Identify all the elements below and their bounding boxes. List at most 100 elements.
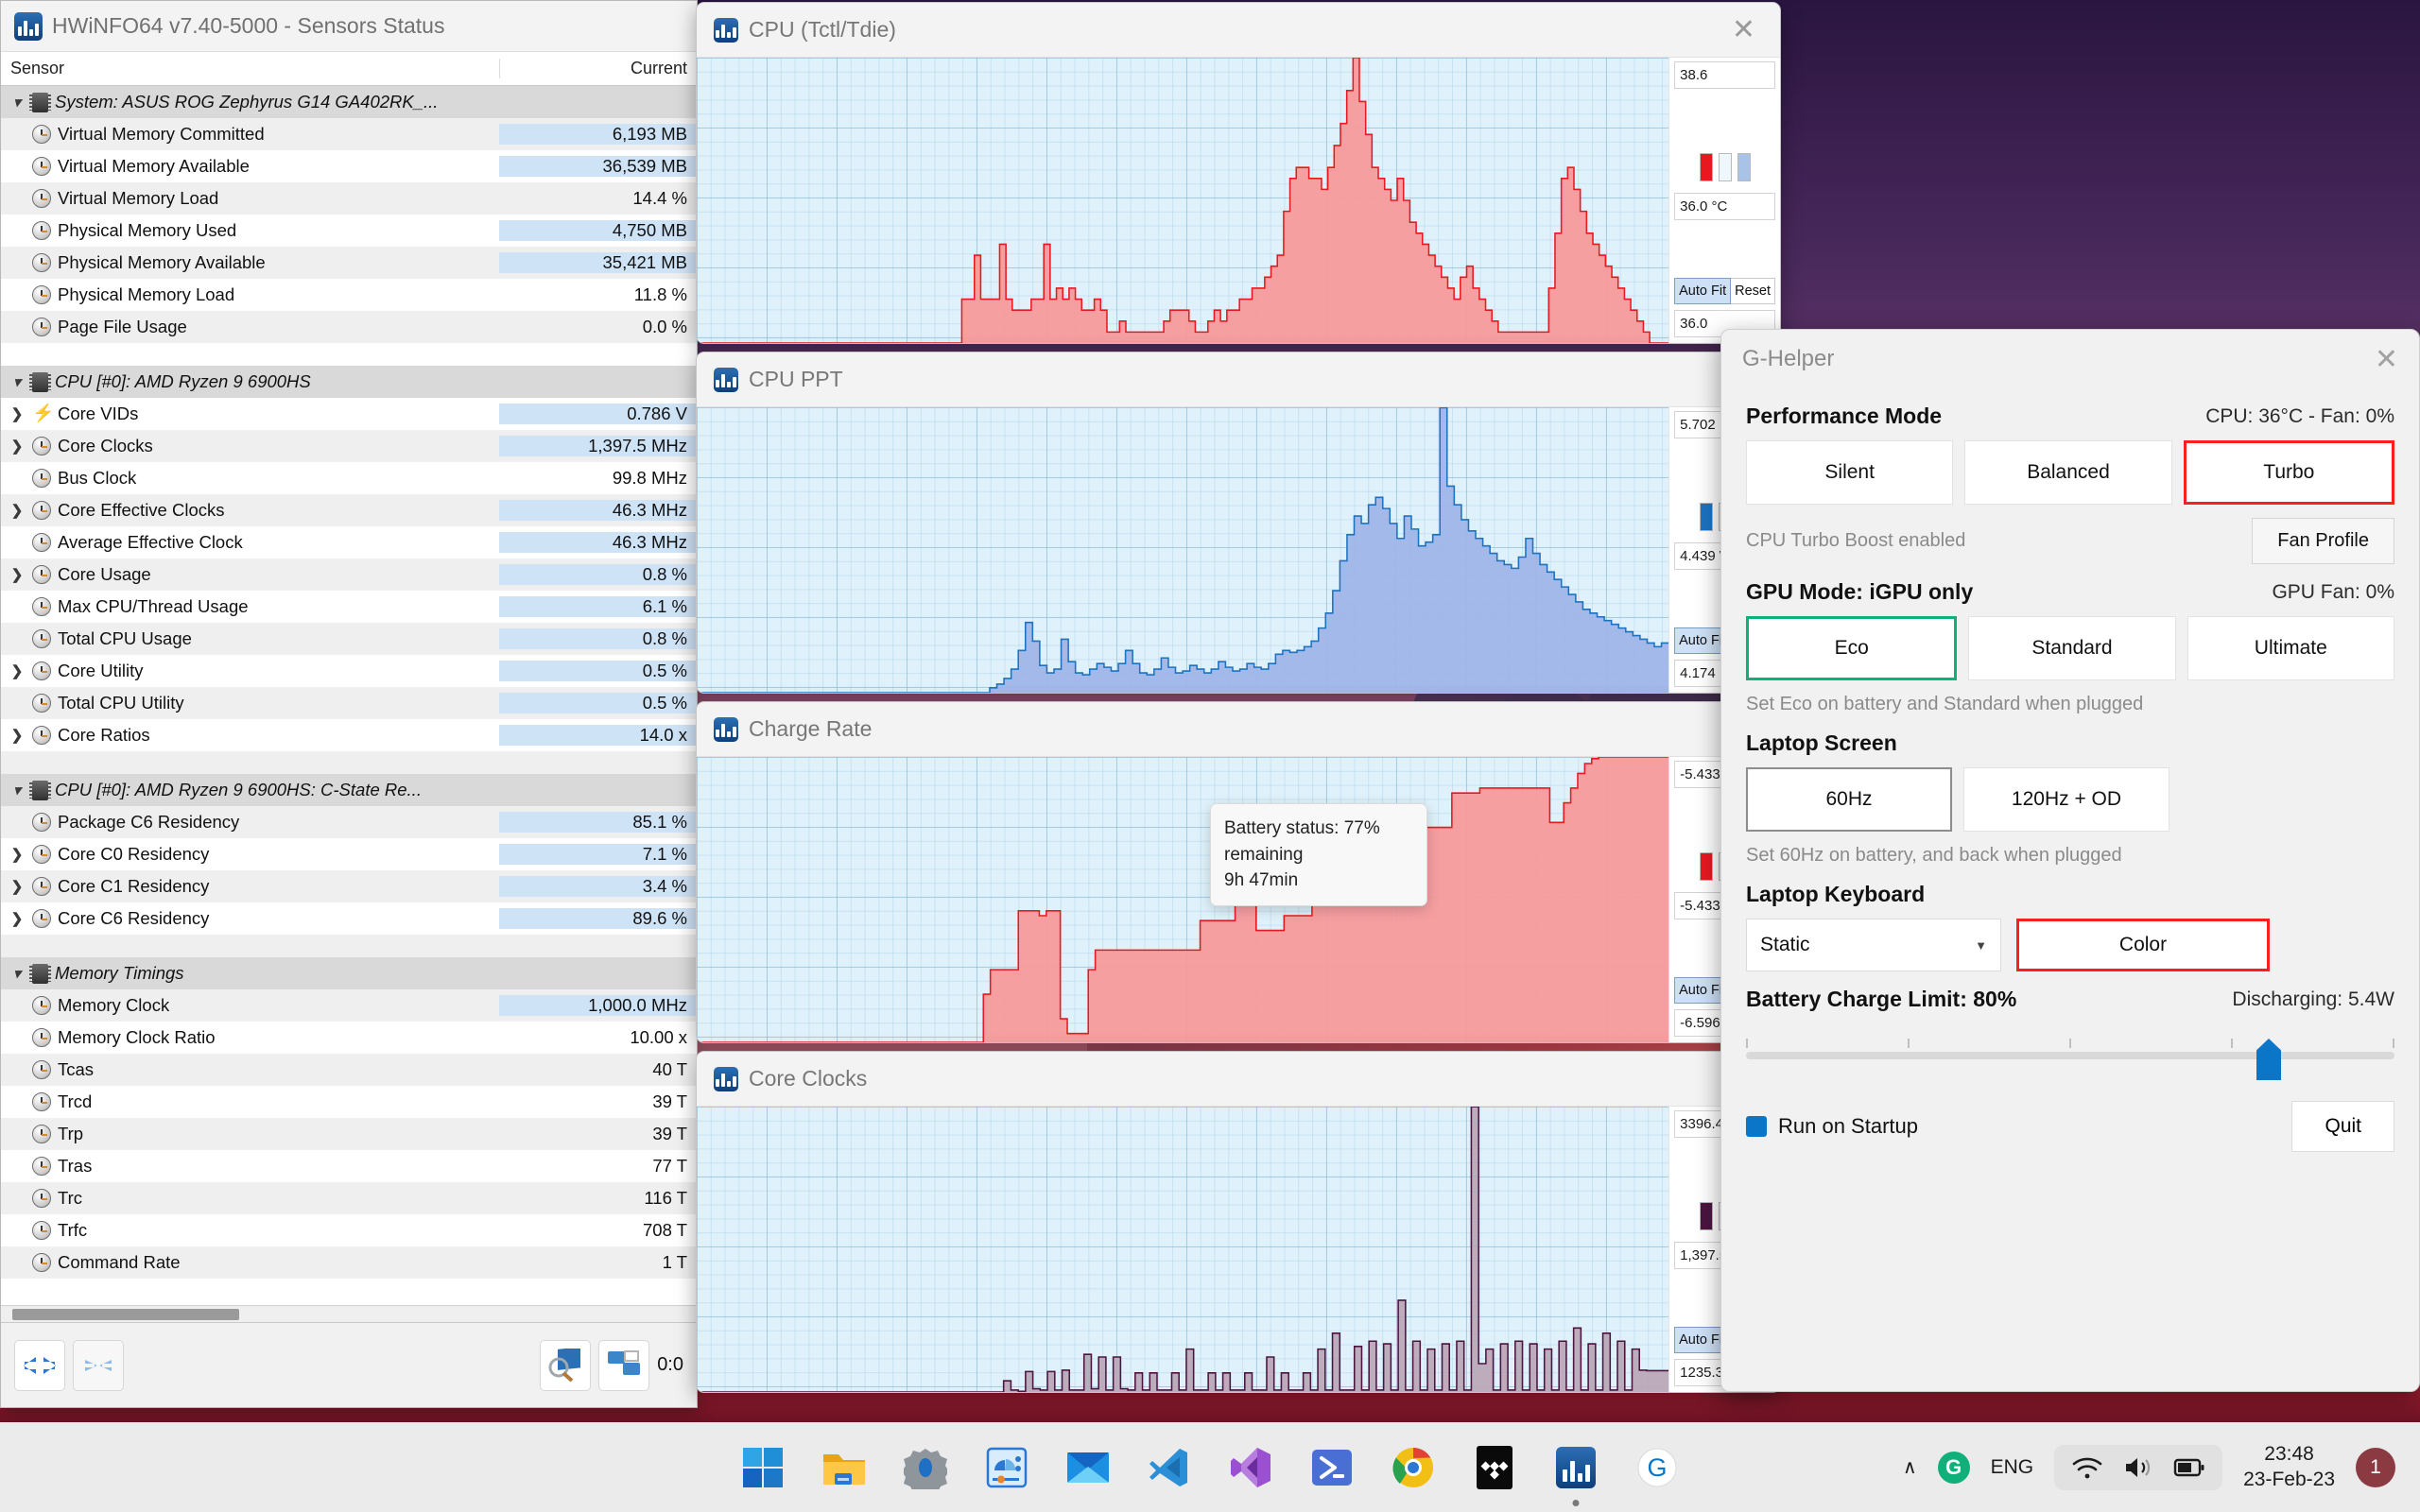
sensor-group-header[interactable]: ▾ CPU [#0]: AMD Ryzen 9 6900HS: [1, 366, 697, 398]
chevron-right-icon[interactable]: ❯: [10, 503, 24, 519]
sensor-table[interactable]: ▾ System: ASUS ROG Zephyrus G14 GA402RK_.…: [1, 86, 697, 1305]
chevron-down-icon[interactable]: ▾: [13, 966, 21, 982]
tidal-icon[interactable]: [1468, 1441, 1521, 1494]
keyboard-controls[interactable]: Static ▼ Color: [1721, 919, 2419, 971]
sensor-group-header[interactable]: ▾ Memory Timings: [1, 957, 697, 989]
chevron-up-icon[interactable]: ∧: [1902, 1457, 1917, 1478]
graph-side-panel[interactable]: 38.6 36.0 °C Auto Fit Reset 36.0: [1668, 58, 1780, 343]
current-swatch[interactable]: [1699, 1201, 1713, 1230]
tray-quick-settings[interactable]: [2054, 1444, 2223, 1490]
table-row[interactable]: ❯ Core C1 Residency 3.4 %: [1, 870, 697, 902]
chevron-right-icon[interactable]: ❯: [10, 406, 24, 422]
ghelper-footer[interactable]: Run on Startup Quit: [1721, 1101, 2419, 1152]
reset-button[interactable]: Reset: [1731, 278, 1775, 304]
graph-window-core-clocks[interactable]: Core Clocks✕3396.41,397.5 MHzAuto FitRes…: [696, 1051, 1781, 1393]
chevron-right-icon[interactable]: ❯: [10, 663, 24, 679]
graph-plot-area[interactable]: [697, 757, 1669, 1042]
graph-title-bar[interactable]: Charge Rate✕: [697, 702, 1780, 757]
close-icon[interactable]: ✕: [1731, 13, 1755, 45]
chevron-down-icon[interactable]: ▾: [13, 374, 21, 390]
chevron-right-icon[interactable]: ❯: [10, 911, 24, 927]
windows-start-icon[interactable]: [736, 1441, 789, 1494]
sensor-settings-icon[interactable]: [540, 1339, 592, 1391]
chrome-icon[interactable]: [1387, 1441, 1440, 1494]
graph-title-bar[interactable]: CPU (Tctl/Tdie) ✕: [697, 3, 1780, 58]
windows-taskbar[interactable]: G ∧ G ENG 23:48 23-: [0, 1422, 2420, 1512]
gpu-mode-eco[interactable]: Eco: [1746, 616, 1958, 680]
min-swatch[interactable]: [1718, 152, 1732, 181]
graph-plot-area[interactable]: [697, 1107, 1669, 1392]
hwinfo-sensors-window[interactable]: HWiNFO64 v7.40-5000 - Sensors Status Sen…: [0, 0, 698, 1408]
table-row[interactable]: ❯ Core Ratios 14.0 x: [1, 719, 697, 751]
table-row[interactable]: ❯ ⚡ Core VIDs 0.786 V: [1, 398, 697, 430]
graph-plot-area[interactable]: [697, 58, 1669, 343]
auto-fit-button[interactable]: Auto Fit: [1674, 278, 1732, 304]
screen-mode-buttons[interactable]: 60Hz 120Hz + OD: [1721, 767, 2419, 832]
current-swatch[interactable]: [1699, 851, 1713, 881]
gpu-mode-buttons[interactable]: Eco Standard Ultimate: [1721, 616, 2419, 680]
max-swatch[interactable]: [1737, 152, 1751, 181]
chevron-right-icon[interactable]: ❯: [10, 728, 24, 744]
table-row[interactable]: ❯ Core C0 Residency 7.1 %: [1, 838, 697, 870]
hwinfo-title-bar[interactable]: HWiNFO64 v7.40-5000 - Sensors Status: [1, 1, 697, 52]
sensor-group-header[interactable]: ▾ System: ASUS ROG Zephyrus G14 GA402RK_.…: [1, 86, 697, 118]
chevron-right-icon[interactable]: ❯: [10, 847, 24, 863]
column-current[interactable]: Current: [499, 59, 699, 78]
sensor-group-header[interactable]: ▾ CPU [#0]: AMD Ryzen 9 6900HS: C-State R…: [1, 774, 697, 806]
collapse-arrows-icon[interactable]: [73, 1339, 124, 1391]
screen-mode-120hz-od[interactable]: 120Hz + OD: [1963, 767, 2169, 832]
perf-mode-balanced[interactable]: Balanced: [1964, 440, 2172, 505]
chevron-right-icon[interactable]: ❯: [10, 879, 24, 895]
table-row[interactable]: ❯ Core Utility 0.5 %: [1, 655, 697, 687]
graph-window-cpu-temp[interactable]: CPU (Tctl/Tdie) ✕ 38.6 36.0 °C Auto Fit Reset…: [696, 2, 1781, 344]
table-row[interactable]: ❯ Core Effective Clocks 46.3 MHz: [1, 494, 697, 526]
screen-mode-60hz[interactable]: 60Hz: [1746, 767, 1952, 832]
file-explorer-icon[interactable]: [818, 1441, 871, 1494]
close-icon[interactable]: ✕: [2374, 343, 2398, 375]
chevron-right-icon[interactable]: ❯: [10, 567, 24, 583]
ghelper-title-bar[interactable]: G-Helper ✕: [1721, 330, 2419, 388]
powershell-icon[interactable]: [1305, 1441, 1358, 1494]
horizontal-scrollbar[interactable]: [1, 1305, 697, 1322]
notification-badge[interactable]: 1: [2356, 1447, 2395, 1487]
language-indicator[interactable]: ENG: [1990, 1455, 2034, 1478]
ghelper-window[interactable]: G-Helper ✕ Performance Mode CPU: 36°C - …: [1720, 329, 2420, 1392]
graph-title-bar[interactable]: CPU PPT✕: [697, 352, 1780, 407]
settings-gear-icon[interactable]: [899, 1441, 952, 1494]
perf-mode-turbo[interactable]: Turbo: [2183, 440, 2394, 505]
system-tray[interactable]: ∧ G ENG 23:48 23-Feb-23 1: [1903, 1442, 2420, 1493]
chevron-right-icon[interactable]: ❯: [10, 438, 24, 455]
column-sensor[interactable]: Sensor: [10, 59, 65, 77]
g-helper-icon[interactable]: G: [1631, 1441, 1684, 1494]
vscode-icon[interactable]: [1143, 1441, 1196, 1494]
scrollbar-thumb[interactable]: [12, 1309, 239, 1320]
monitors-layout-icon[interactable]: [598, 1339, 650, 1391]
gpu-mode-ultimate[interactable]: Ultimate: [2187, 616, 2394, 680]
current-swatch[interactable]: [1699, 152, 1713, 181]
hwinfo-icon[interactable]: [1549, 1441, 1602, 1506]
gpu-mode-standard[interactable]: Standard: [1968, 616, 2176, 680]
taskbar-apps[interactable]: G: [736, 1441, 1684, 1506]
perf-mode-silent[interactable]: Silent: [1746, 440, 1954, 505]
hwinfo-toolbar[interactable]: 0:0: [1, 1322, 697, 1407]
graph-title-bar[interactable]: Core Clocks✕: [697, 1052, 1780, 1107]
expand-arrows-icon[interactable]: [14, 1339, 65, 1391]
